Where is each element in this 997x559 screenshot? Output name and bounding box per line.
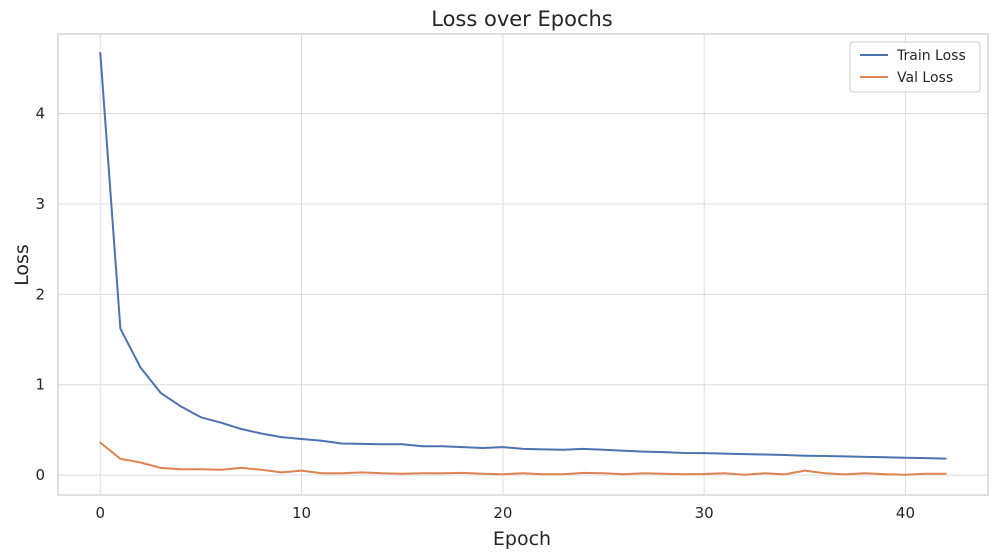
x-tick-label: 40 [896,504,915,522]
x-tick-label: 30 [695,504,714,522]
legend-val-label: Val Loss [897,70,953,86]
y-tick-label: 3 [35,195,45,213]
plot-frame [57,33,989,496]
y-tick-label: 0 [35,466,45,484]
x-tick-label: 10 [292,504,311,522]
y-tick-label: 4 [35,105,45,123]
legend: Train Loss Val Loss [849,41,981,93]
grid [58,34,988,495]
val-loss-line [99,441,947,476]
x-tick-label: 20 [493,504,512,522]
chart-title: Loss over Epochs [431,7,612,31]
series-layer [99,52,947,476]
y-axis-label: Loss [11,244,33,286]
x-axis-ticks: 0 10 20 30 40 [95,504,915,522]
y-tick-label: 2 [35,285,45,303]
x-axis-label: Epoch [493,528,551,550]
y-axis-ticks: 0 1 2 3 4 [35,105,45,485]
x-tick-label: 0 [95,504,105,522]
y-tick-label: 1 [35,376,45,394]
train-loss-line [99,52,947,460]
legend-train-label: Train Loss [896,48,966,64]
